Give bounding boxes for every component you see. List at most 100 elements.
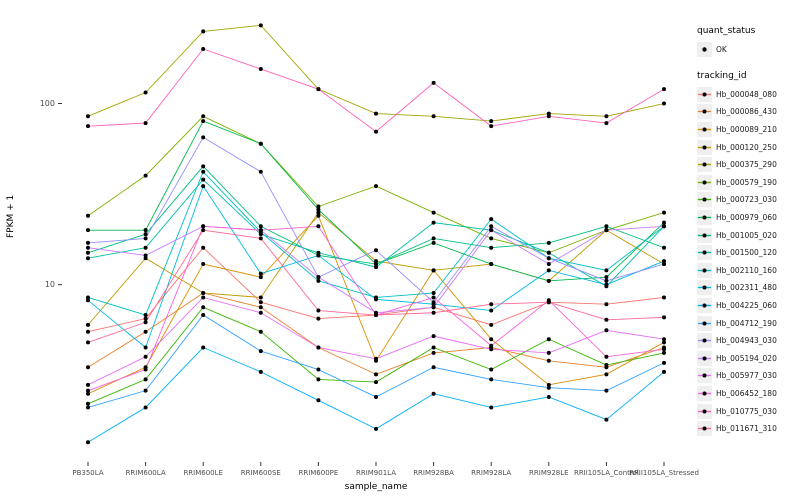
data-point	[662, 347, 666, 352]
data-point	[489, 343, 494, 348]
data-point	[431, 210, 436, 215]
data-point	[201, 135, 206, 140]
data-point	[258, 236, 263, 241]
data-point	[489, 236, 494, 241]
data-point	[201, 290, 206, 295]
data-point	[546, 358, 551, 363]
data-point	[489, 228, 494, 233]
data-point	[86, 240, 90, 245]
data-point	[546, 250, 551, 255]
data-point	[143, 121, 148, 126]
line-swatch-icon	[697, 315, 712, 331]
data-point	[201, 262, 206, 267]
legend-item-Hb_000979_060: Hb_000979_060	[697, 209, 797, 227]
data-point	[258, 169, 263, 174]
legend-item-label: Hb_002110_160	[716, 265, 777, 275]
data-point	[431, 240, 436, 245]
data-point	[431, 310, 436, 315]
legend-item-label: Hb_000375_290	[716, 160, 777, 170]
data-point	[86, 329, 90, 334]
data-point	[604, 302, 609, 307]
x-axis-title: sample_name	[344, 482, 408, 492]
data-point	[258, 271, 263, 276]
data-point	[201, 184, 206, 189]
data-point	[604, 224, 609, 229]
x-tick-label: RRIM600PE	[298, 469, 338, 477]
legend: quant_status OK tracking_id Hb_000048_08…	[697, 26, 797, 437]
data-point	[431, 220, 436, 225]
data-point	[316, 308, 321, 313]
data-point	[662, 224, 666, 229]
data-point	[662, 360, 666, 365]
data-point	[143, 253, 148, 258]
data-point	[604, 417, 609, 422]
data-point	[316, 398, 321, 403]
data-point	[546, 278, 551, 283]
data-point	[604, 228, 609, 233]
data-point	[143, 345, 148, 350]
x-tick-label: RRIM928LE	[529, 469, 569, 477]
data-point	[489, 124, 494, 129]
data-point	[143, 354, 148, 359]
data-point	[143, 232, 148, 237]
data-point	[201, 114, 206, 119]
line-swatch-icon	[697, 104, 712, 120]
line-swatch-icon	[697, 350, 712, 366]
x-tick-label: RRII105LA_Control	[574, 469, 639, 477]
data-point	[431, 295, 436, 300]
data-point	[143, 367, 148, 372]
data-point	[604, 278, 609, 283]
line-swatch-icon	[697, 227, 712, 243]
data-point	[86, 365, 90, 370]
data-point	[604, 363, 609, 368]
line-swatch-icon	[697, 210, 712, 226]
data-point	[604, 372, 609, 377]
data-point	[374, 248, 378, 253]
data-point	[662, 101, 666, 106]
data-point	[316, 345, 321, 350]
legend-item-Hb_001500_120: Hb_001500_120	[697, 244, 797, 262]
x-tick-label: RRII105LA_Stressed	[629, 469, 699, 477]
data-point	[258, 329, 263, 334]
data-point	[604, 354, 609, 359]
data-point	[201, 177, 206, 182]
plot-panel	[62, 12, 690, 462]
legend-item-label: Hb_000723_030	[716, 195, 777, 205]
data-point	[489, 308, 494, 313]
data-point	[143, 320, 148, 325]
data-point	[86, 250, 90, 255]
data-point	[662, 220, 666, 225]
data-point	[489, 262, 494, 267]
legend-item-label: Hb_000979_060	[716, 213, 777, 223]
data-point	[662, 210, 666, 215]
data-point	[374, 184, 378, 189]
legend-item-Hb_000723_030: Hb_000723_030	[697, 191, 797, 209]
legend-item-label: Hb_001500_120	[716, 248, 777, 258]
data-point	[662, 350, 666, 355]
data-point	[546, 262, 551, 267]
data-point	[374, 356, 378, 361]
data-point	[201, 169, 206, 174]
data-point	[201, 224, 206, 229]
data-point	[143, 228, 148, 233]
data-point	[86, 213, 90, 218]
data-point	[489, 337, 494, 342]
data-point	[374, 297, 378, 302]
legend-quant-status: quant_status OK	[697, 26, 797, 59]
data-point	[201, 228, 206, 233]
data-point	[316, 207, 321, 212]
data-point	[86, 114, 90, 119]
data-point	[316, 253, 321, 258]
data-point	[489, 302, 494, 307]
data-point	[662, 245, 666, 250]
data-point	[431, 114, 436, 119]
data-point	[431, 350, 436, 355]
legend-item-Hb_000089_210: Hb_000089_210	[697, 121, 797, 139]
data-point	[604, 388, 609, 393]
data-point	[431, 268, 436, 273]
data-point	[201, 345, 206, 350]
line-swatch-icon	[697, 421, 712, 437]
legend-item-Hb_004225_060: Hb_004225_060	[697, 297, 797, 315]
data-point	[604, 317, 609, 322]
